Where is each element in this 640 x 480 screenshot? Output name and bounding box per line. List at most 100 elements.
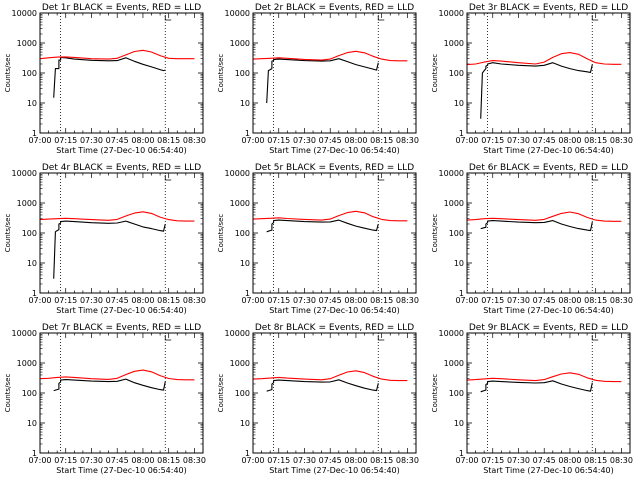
y-axis-label: Counts/sec — [217, 374, 225, 413]
chart-title: Det 6r BLACK = Events, RED = LLD — [469, 163, 628, 173]
y-tick-label: 1 — [32, 129, 37, 138]
x-tick-label: 07:30 — [80, 456, 103, 465]
y-tick-label: 100 — [449, 229, 464, 238]
chart-panel-2: Det 2r BLACK = Events, RED = LLD 1 10 100 10… — [217, 3, 419, 155]
x-tick-label: 08:15 — [370, 456, 393, 465]
chart-panel-1: Det 1r BLACK = Events, RED = LLD 1 10 100 10… — [4, 3, 206, 155]
x-tick-label: 07:15 — [481, 136, 504, 145]
x-tick-label: 08:30 — [183, 136, 206, 145]
x-tick-label: 07:00 — [455, 456, 478, 465]
x-axis-label: Start Time (27-Dec-10 06:54:40) — [483, 466, 614, 475]
series-events-line — [266, 219, 379, 233]
x-tick-label: 07:15 — [267, 296, 290, 305]
x-tick-label: 08:30 — [183, 296, 206, 305]
y-tick-label: 1000 — [444, 199, 464, 208]
chart-title: Det 9r BLACK = Events, RED = LLD — [469, 323, 628, 333]
x-tick-label: 08:00 — [558, 456, 581, 465]
series-events-line — [480, 62, 593, 119]
y-tick-label: 1000 — [444, 39, 464, 48]
plot-frame — [39, 12, 204, 134]
chart-panel-3: Det 3r BLACK = Events, RED = LLD 1 10 100 10… — [431, 3, 633, 155]
series-lld-line — [252, 210, 408, 222]
x-tick-label: 07:30 — [80, 136, 103, 145]
y-tick-label: 10 — [240, 419, 250, 428]
x-tick-label: 07:15 — [54, 456, 77, 465]
chart-title: Det 7r BLACK = Events, RED = LLD — [42, 323, 201, 333]
chart-title: Det 4r BLACK = Events, RED = LLD — [42, 163, 201, 173]
series-lld-line — [466, 372, 622, 383]
series-events-line — [266, 379, 379, 392]
x-tick-label: 07:00 — [241, 296, 264, 305]
series-lld-line — [252, 370, 408, 382]
x-tick-label: 08:15 — [157, 296, 180, 305]
y-tick-label: 100 — [449, 69, 464, 78]
y-tick-label: 10 — [454, 99, 464, 108]
series-lld-line — [466, 211, 622, 222]
y-tick-label: 10000 — [12, 9, 37, 18]
y-tick-label: 10000 — [225, 9, 250, 18]
chart-panel-5: Det 5r BLACK = Events, RED = LLD 1 10 100 10… — [217, 163, 419, 315]
x-tick-label: 07:15 — [267, 136, 290, 145]
x-tick-label: 07:45 — [319, 136, 342, 145]
x-tick-label: 08:00 — [131, 456, 154, 465]
chart-panel-4: Det 4r BLACK = Events, RED = LLD 1 10 100 10… — [4, 163, 206, 315]
x-tick-label: 07:30 — [507, 136, 530, 145]
y-tick-label: 100 — [22, 389, 37, 398]
plot-frame — [39, 332, 204, 454]
x-tick-label: 08:00 — [344, 296, 367, 305]
x-tick-label: 08:00 — [558, 136, 581, 145]
x-tick-label: 07:15 — [267, 456, 290, 465]
x-tick-label: 07:45 — [533, 136, 556, 145]
y-tick-label: 10000 — [12, 169, 37, 178]
y-tick-label: 10 — [27, 99, 37, 108]
x-axis-label: Start Time (27-Dec-10 06:54:40) — [269, 306, 400, 315]
plot-frame — [252, 12, 417, 134]
y-tick-label: 10 — [240, 99, 250, 108]
x-axis-label: Start Time (27-Dec-10 06:54:40) — [269, 466, 400, 475]
x-tick-label: 07:30 — [293, 136, 316, 145]
plot-frame — [466, 332, 631, 454]
y-tick-label: 100 — [235, 389, 250, 398]
y-tick-label: 1000 — [230, 199, 250, 208]
x-tick-label: 07:00 — [241, 136, 264, 145]
series-events-line — [480, 220, 593, 232]
y-tick-label: 10000 — [439, 329, 464, 338]
y-tick-label: 1 — [32, 449, 37, 458]
x-tick-label: 08:30 — [396, 136, 419, 145]
series-events-line — [480, 380, 593, 393]
y-tick-label: 100 — [22, 69, 37, 78]
x-tick-label: 07:30 — [80, 296, 103, 305]
series-lld-line — [39, 49, 195, 60]
series-lld-line — [466, 52, 622, 66]
flag-marker — [164, 175, 172, 181]
x-tick-label: 07:15 — [481, 456, 504, 465]
x-tick-label: 08:15 — [157, 136, 180, 145]
x-tick-label: 08:15 — [584, 456, 607, 465]
y-tick-label: 1000 — [230, 39, 250, 48]
y-axis-label: Counts/sec — [4, 54, 12, 93]
series-lld-line — [252, 50, 408, 62]
y-tick-label: 1 — [459, 449, 464, 458]
series-events-line — [266, 58, 379, 104]
y-tick-label: 100 — [22, 229, 37, 238]
x-tick-label: 07:15 — [54, 296, 77, 305]
y-tick-label: 10 — [27, 259, 37, 268]
y-axis-label: Counts/sec — [4, 214, 12, 253]
x-axis-label: Start Time (27-Dec-10 06:54:40) — [269, 146, 400, 155]
x-tick-label: 07:30 — [507, 456, 530, 465]
flag-marker — [377, 175, 385, 181]
x-tick-label: 08:30 — [396, 456, 419, 465]
y-tick-label: 100 — [235, 69, 250, 78]
chart-title: Det 8r BLACK = Events, RED = LLD — [255, 323, 414, 333]
y-tick-label: 10 — [27, 419, 37, 428]
plot-frame — [252, 172, 417, 294]
x-axis-label: Start Time (27-Dec-10 06:54:40) — [56, 466, 187, 475]
x-axis-label: Start Time (27-Dec-10 06:54:40) — [56, 306, 187, 315]
x-tick-label: 08:00 — [344, 456, 367, 465]
y-tick-label: 1000 — [230, 359, 250, 368]
x-tick-label: 08:30 — [396, 296, 419, 305]
x-tick-label: 08:30 — [183, 456, 206, 465]
flag-marker — [377, 335, 385, 341]
y-axis-label: Counts/sec — [431, 374, 439, 413]
x-tick-label: 08:15 — [584, 136, 607, 145]
